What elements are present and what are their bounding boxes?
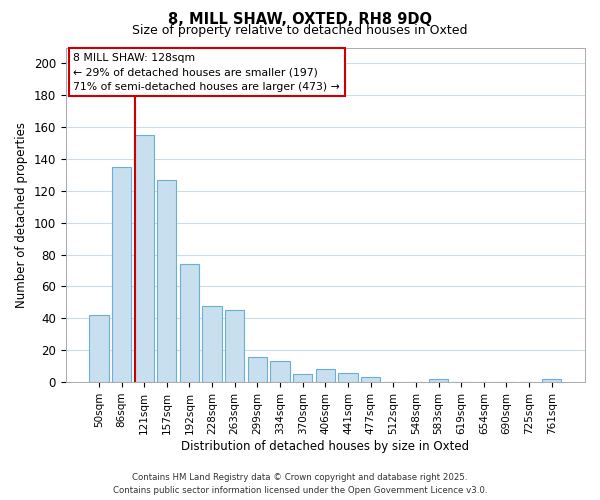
Bar <box>429 379 448 382</box>
Text: 8, MILL SHAW, OXTED, RH8 9DQ: 8, MILL SHAW, OXTED, RH8 9DQ <box>168 12 432 28</box>
Bar <box>248 356 267 382</box>
Bar <box>316 370 335 382</box>
Text: 8 MILL SHAW: 128sqm
← 29% of detached houses are smaller (197)
71% of semi-detac: 8 MILL SHAW: 128sqm ← 29% of detached ho… <box>73 52 340 92</box>
Bar <box>112 167 131 382</box>
Bar <box>89 315 109 382</box>
Bar <box>361 378 380 382</box>
Bar <box>338 372 358 382</box>
Text: Contains HM Land Registry data © Crown copyright and database right 2025.
Contai: Contains HM Land Registry data © Crown c… <box>113 474 487 495</box>
Bar <box>157 180 176 382</box>
Bar <box>293 374 313 382</box>
Bar <box>134 135 154 382</box>
X-axis label: Distribution of detached houses by size in Oxted: Distribution of detached houses by size … <box>181 440 469 452</box>
Bar <box>180 264 199 382</box>
Bar <box>225 310 244 382</box>
Text: Size of property relative to detached houses in Oxted: Size of property relative to detached ho… <box>132 24 468 37</box>
Bar <box>271 362 290 382</box>
Y-axis label: Number of detached properties: Number of detached properties <box>15 122 28 308</box>
Bar <box>542 379 562 382</box>
Bar <box>202 306 222 382</box>
